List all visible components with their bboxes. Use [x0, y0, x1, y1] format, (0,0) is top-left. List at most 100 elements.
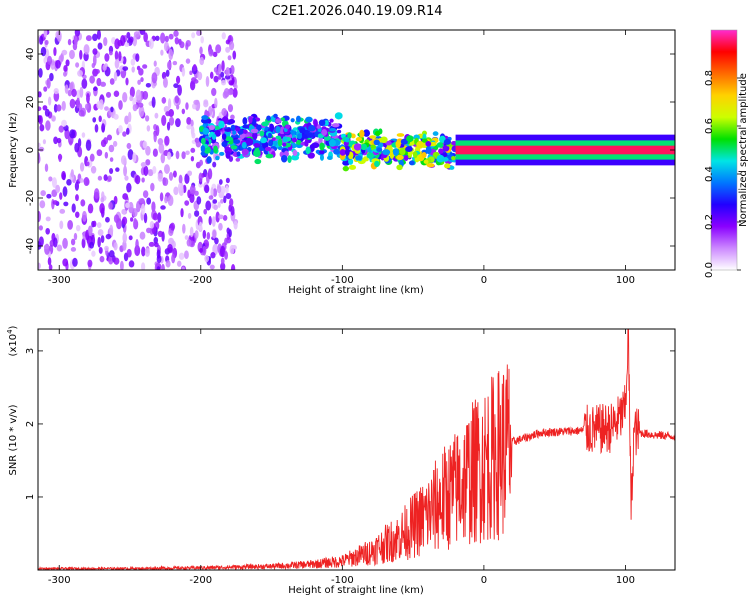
spectrogram-cell	[175, 150, 180, 160]
spectrogram-cell	[43, 86, 48, 92]
spectrogram-cell	[96, 149, 103, 157]
spectrogram-cell	[167, 243, 173, 253]
spectrogram-cell	[359, 129, 365, 138]
spectrogram-cell	[212, 199, 218, 204]
spectrogram-cell	[97, 236, 101, 248]
spectrogram-cell	[38, 67, 43, 78]
x-tick-label: 0	[481, 575, 487, 586]
spectrogram-cell	[199, 159, 204, 166]
spectrogram-cell	[165, 260, 171, 268]
spectrogram-cell	[163, 164, 170, 174]
spectrogram-cell	[39, 35, 44, 45]
spectrogram-cell	[62, 237, 68, 249]
spectrogram-cell	[153, 236, 159, 244]
spectrogram-cell	[273, 113, 278, 118]
spectrogram-cell	[227, 88, 234, 96]
spectrogram-cell	[51, 177, 57, 189]
spectrogram-cell	[309, 144, 315, 153]
x-tick-label: -300	[48, 275, 71, 286]
spectrogram-cell	[451, 140, 457, 146]
spectrogram-cell	[228, 80, 235, 86]
spectrogram-cell	[92, 33, 98, 42]
spectrogram-cell	[59, 208, 66, 214]
spectrogram-cell	[193, 79, 199, 84]
spectrogram-cell	[210, 252, 216, 259]
spectrogram-cell	[342, 160, 350, 166]
spectrogram-cell	[132, 104, 138, 112]
spectrogram-cell	[266, 115, 271, 121]
spectrogram-cell	[275, 135, 282, 140]
spectrogram-cell	[324, 120, 329, 125]
spectrogram-cell	[143, 32, 148, 43]
spectrogram-cell	[229, 244, 235, 255]
spectrogram-cell	[59, 192, 63, 200]
spectrogram-cell	[179, 41, 185, 49]
spectrogram-cell	[220, 71, 225, 78]
spectrogram-cell	[197, 71, 203, 81]
spectrogram-cell	[143, 165, 149, 177]
spectrogram-cell	[232, 88, 238, 98]
spectrogram-cell	[130, 58, 136, 66]
spectrogram-cell	[275, 118, 282, 124]
spectrogram-cell	[229, 198, 234, 207]
spectrogram-cell	[253, 149, 261, 158]
spectrogram-cell	[99, 202, 105, 214]
spectrogram-cell	[373, 139, 380, 146]
spectrogram-cell	[75, 62, 80, 68]
spectrogram-cell	[193, 99, 200, 105]
spectrogram-cell	[38, 142, 41, 148]
spectrogram-cell	[292, 149, 298, 157]
spectrogram-cell	[261, 121, 269, 127]
spectrogram-cell	[214, 97, 218, 109]
spectrogram-cell	[69, 98, 76, 109]
spectrogram-cell	[96, 222, 102, 229]
spectrogram-cell	[313, 119, 318, 128]
spectrogram-cell	[71, 203, 76, 213]
spectrogram-cell	[120, 155, 127, 165]
spectrogram-cell	[174, 37, 179, 45]
spectrogram-cell	[208, 195, 214, 200]
spectrogram-cell	[225, 151, 231, 159]
spectrogram-cell	[109, 224, 114, 236]
spectrogram-cell	[192, 103, 197, 110]
spectrogram-cell	[93, 86, 98, 92]
spectrogram-cell	[63, 65, 68, 72]
spectrogram-cell	[114, 50, 119, 61]
spectrogram-cell	[273, 140, 278, 147]
spectrogram-cell	[221, 60, 225, 72]
spectrogram-cell	[233, 139, 241, 144]
spectrogram-cell	[154, 242, 159, 248]
spectrogram-cell	[184, 235, 189, 240]
spectrogram-cell	[146, 125, 151, 132]
spectrogram-cell	[92, 117, 97, 123]
spectrogram-cell	[89, 75, 96, 84]
spectrogram-cell	[139, 231, 146, 240]
spectrogram-cell	[256, 124, 262, 131]
spectrogram-cell	[251, 117, 257, 126]
spectrogram-cell	[449, 165, 455, 170]
spectrogram-cell	[380, 136, 388, 144]
spectrogram-cell	[69, 49, 75, 60]
snr-y-scale-label: (x104)	[6, 325, 19, 356]
colorbar-tick-label: 0.4	[704, 166, 715, 182]
colorbar: 0.0 0.2 0.4 0.6 0.8 Normalized spectral ampl…	[704, 29, 749, 278]
spectrogram-cell	[134, 175, 141, 185]
spectrogram-cell	[252, 131, 258, 140]
spectrogram-cell	[451, 156, 456, 161]
spectrogram-cell	[297, 133, 303, 140]
spectrogram-cell	[242, 117, 248, 125]
spectrogram-cell	[138, 198, 145, 204]
spectrogram-cell	[344, 148, 350, 157]
spectrogram-cell	[326, 155, 333, 161]
spectrogram-cell	[264, 146, 272, 152]
spectrogram-cell	[38, 210, 41, 223]
spectrogram-cell	[97, 229, 104, 236]
spectrogram-cell	[151, 201, 156, 213]
spectrogram-cell	[185, 58, 191, 64]
spectrogram-cell	[250, 128, 259, 134]
spectrogram-cell	[412, 151, 418, 159]
spectrogram-cell	[63, 201, 69, 207]
spectrogram-cell	[122, 66, 129, 71]
spectrogram-cell	[163, 41, 170, 52]
spectrogram-cell	[181, 108, 186, 115]
